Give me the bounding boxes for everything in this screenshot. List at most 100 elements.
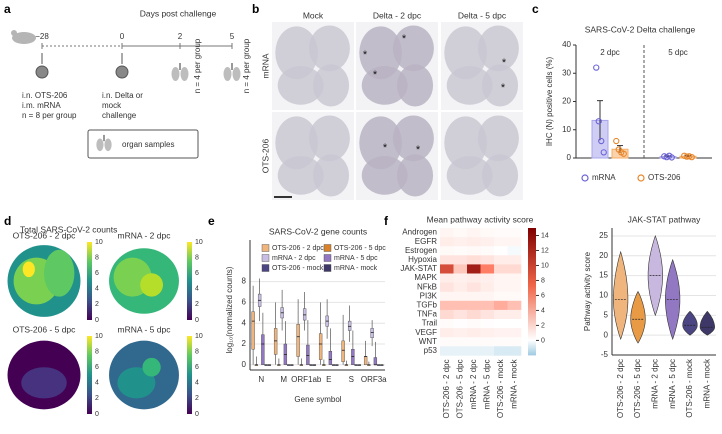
chart-title: SARS-CoV-2 Delta challenge — [585, 24, 696, 34]
heat-cell — [494, 309, 508, 320]
heat-cell — [480, 346, 495, 356]
spatial-spots — [117, 367, 156, 399]
heat-cell — [440, 264, 454, 274]
heat-cell — [440, 273, 454, 283]
heat-cell — [467, 328, 481, 338]
colorbar-tick: 0 — [541, 337, 545, 344]
heat-cell — [507, 319, 522, 329]
heat-cell — [453, 246, 468, 256]
legend-swatch — [261, 254, 270, 262]
heat-cell — [494, 237, 508, 247]
colorbar-tick: 6 — [95, 364, 99, 371]
lesion-marker: * — [373, 69, 378, 81]
heat-cell — [480, 228, 495, 238]
colorbar-tick: 8 — [195, 348, 199, 355]
heat-cell — [440, 300, 454, 311]
heat-cell — [453, 300, 468, 311]
heat-cell — [467, 237, 481, 247]
heat-cell — [440, 228, 454, 238]
box — [318, 333, 323, 360]
legend-swatch — [323, 254, 332, 262]
x-tick-label: N — [258, 375, 264, 384]
tissue — [397, 64, 434, 107]
row-label: Trail — [422, 319, 437, 328]
row-label: VEGF — [415, 328, 437, 337]
colorbar-tick: 4 — [195, 286, 199, 293]
colorbar-tick: 0 — [195, 317, 199, 324]
lung-icon — [104, 138, 112, 152]
heat-cell — [453, 273, 468, 283]
panel-label: e — [208, 214, 215, 228]
tissue — [361, 66, 408, 105]
violin — [665, 258, 681, 341]
tissue — [444, 26, 487, 80]
colorbar-tick: 10 — [541, 262, 549, 269]
x-tick-label: S — [349, 375, 354, 384]
day-label: −28 — [35, 32, 49, 41]
spatial-spots — [142, 357, 161, 377]
heat-cell — [440, 237, 454, 247]
colorbar-tick: 4 — [195, 380, 199, 387]
colorbar-tick: 0 — [195, 411, 199, 418]
box — [341, 340, 345, 362]
legend-label: OTS-206 - 5 dpc — [334, 245, 386, 252]
tissue — [446, 66, 493, 105]
heat-cell — [494, 255, 508, 265]
legend-box — [87, 129, 199, 159]
heat-cell — [494, 319, 508, 329]
lung-icon — [96, 138, 104, 152]
row-label: JAK-STAT — [400, 264, 437, 273]
y-tick-label: 15 — [599, 271, 608, 280]
heat-cell — [507, 328, 522, 338]
heat-cell — [494, 228, 508, 238]
row-label: TNFa — [417, 310, 438, 319]
violin — [647, 234, 663, 317]
heat-cell — [440, 291, 454, 302]
colorbar-tick: 10 — [95, 239, 103, 246]
heat-cell — [453, 337, 468, 347]
colorbar-tick: 10 — [195, 333, 203, 340]
panel-label: c — [532, 2, 539, 16]
heat-cell — [494, 328, 508, 338]
x-tick-label: E — [326, 375, 331, 384]
lung-icon — [180, 67, 189, 81]
timeline-title: Days post challenge — [140, 8, 217, 18]
column-label: mRNA - 2 dpc — [469, 359, 478, 409]
heat-cell — [480, 273, 495, 283]
heat-cell — [494, 300, 508, 311]
column-title: Mock — [303, 10, 324, 20]
panel-label: a — [4, 2, 11, 16]
y-tick-label: 10 — [599, 291, 608, 300]
heat-cell — [507, 282, 522, 292]
lesion-marker: * — [501, 82, 506, 94]
tissue — [361, 156, 408, 195]
x-tick-label: ORF3a — [361, 375, 387, 384]
row-label: EGFR — [415, 237, 437, 246]
colorbar-tick: 6 — [95, 270, 99, 277]
day-label: 2 — [178, 32, 183, 41]
heat-cell — [494, 291, 508, 302]
colorbar-tick: 2 — [95, 395, 99, 402]
heat-cell — [480, 291, 495, 302]
heat-cell — [494, 246, 508, 256]
y-tick-label: 25 — [599, 231, 608, 240]
tissue — [477, 115, 519, 162]
data-point — [688, 154, 695, 161]
tissue — [392, 25, 434, 72]
lesion-marker: * — [363, 49, 368, 61]
step-text: n = 8 per group — [22, 111, 77, 120]
lung-icon — [223, 67, 232, 81]
colorbar-tick: 0 — [95, 317, 99, 324]
y-axis-label: log₁₀(normalized counts) — [225, 266, 234, 353]
colorbar-tick: 2 — [195, 395, 199, 402]
data-point — [593, 64, 600, 71]
x-tick-label: M — [280, 375, 287, 384]
heat-cell — [467, 291, 481, 302]
heat-cell — [453, 346, 468, 356]
lesion-marker: * — [416, 144, 421, 156]
heat-cell — [467, 337, 481, 347]
colorbar-tick: 2 — [195, 301, 199, 308]
colorbar-tick: 6 — [195, 270, 199, 277]
group-size: n = 4 per group — [193, 38, 202, 93]
tissue — [277, 156, 324, 195]
